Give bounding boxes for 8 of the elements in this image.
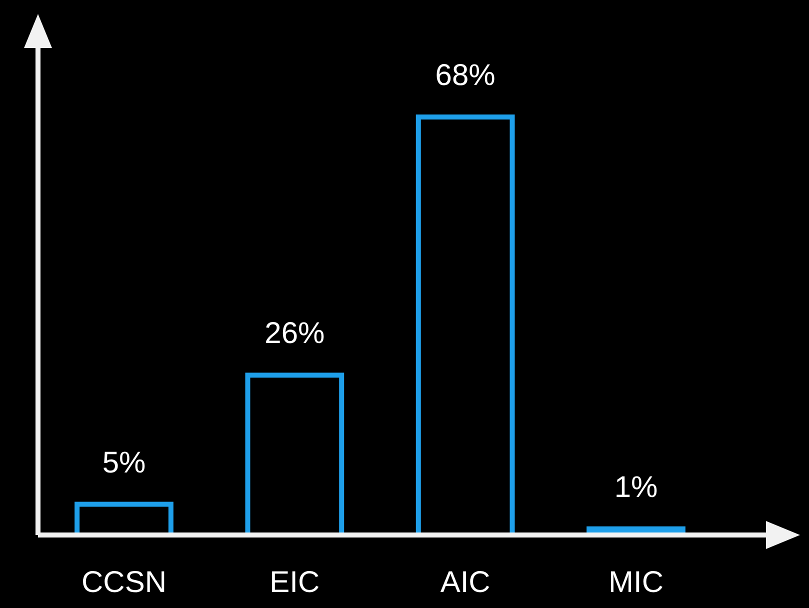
x-tick-label: CCSN xyxy=(81,566,167,599)
x-tick-label: MIC xyxy=(608,566,664,599)
x-tick-label: AIC xyxy=(440,566,490,599)
data-label: 5% xyxy=(102,446,146,480)
data-label: 1% xyxy=(614,470,658,504)
data-label: 26% xyxy=(264,317,325,350)
data-label: 68% xyxy=(435,59,496,92)
x-tick-label: EIC xyxy=(270,566,320,599)
